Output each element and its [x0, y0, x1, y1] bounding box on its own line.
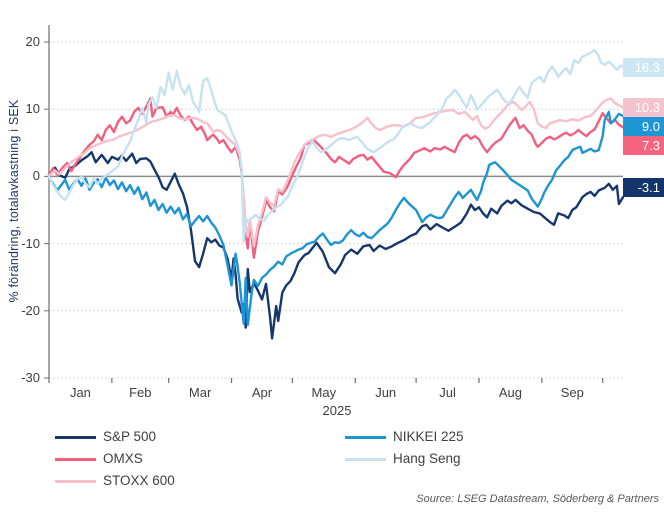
y-tick-label-10: 10: [25, 101, 40, 117]
stoxx-600-line-swatch: [55, 480, 96, 483]
series-line-omxs: [47, 97, 625, 259]
end-label-nikkei-225: 9.0: [623, 117, 664, 136]
y-tick-label--20: -20: [21, 302, 40, 318]
y-tick-label--30: -30: [21, 370, 40, 385]
x-tick-label-jul: Jul: [439, 385, 456, 400]
legend-item-nikkei-225: NIKKEI 225: [345, 428, 605, 448]
legend-item-sp500: S&P 500: [55, 428, 315, 448]
legend-label-nikkei-225: NIKKEI 225: [393, 429, 464, 444]
nikkei-225-line-swatch: [345, 436, 386, 439]
legend-label-stoxx-600: STOXX 600: [103, 473, 175, 488]
x-tick-label-jan: Jan: [69, 385, 91, 400]
omxs-line-swatch: [55, 458, 96, 461]
x-tick-label-jun: Jun: [375, 385, 397, 400]
legend-item-omxs: OMXS: [55, 450, 315, 470]
sp500-line-swatch: [55, 436, 96, 439]
series-line-stoxx-600: [47, 97, 625, 248]
hang-seng-line-swatch: [345, 458, 386, 461]
x-tick-label-may: May: [311, 385, 337, 400]
series-line-nikkei-225: [47, 110, 625, 327]
end-label-stoxx-600: 10.3: [623, 98, 664, 117]
legend-label-hang-seng: Hang Seng: [393, 451, 461, 466]
legend-item-hang-seng: Hang Seng: [345, 450, 605, 470]
legend-label-omxs: OMXS: [103, 451, 143, 466]
y-tick-label-0: 0: [32, 168, 40, 184]
y-tick-label-20: 20: [25, 34, 40, 49]
end-label-hang-seng: 16.3: [623, 58, 664, 77]
x-axis-year-label: 2025: [322, 403, 352, 418]
x-tick-label-sep: Sep: [560, 385, 584, 400]
x-tick-label-apr: Apr: [251, 385, 273, 400]
end-label-omxs: 7.3: [623, 136, 664, 155]
legend-label-sp500: S&P 500: [103, 429, 157, 444]
y-axis-title: % förändring, totalavkastning i SEK: [7, 99, 21, 303]
series-line-hang-seng: [47, 48, 625, 243]
source-attribution: Source: LSEG Datastream, Söderberg & Par…: [416, 493, 659, 505]
legend-item-stoxx-600: STOXX 600: [55, 472, 315, 492]
series-line-s-p-500: [47, 150, 625, 340]
end-label-sp500: -3.1: [623, 178, 664, 197]
y-tick-label--10: -10: [21, 235, 40, 251]
x-tick-label-aug: Aug: [498, 385, 522, 400]
x-tick-label-feb: Feb: [129, 385, 152, 400]
x-tick-label-mar: Mar: [188, 385, 212, 400]
